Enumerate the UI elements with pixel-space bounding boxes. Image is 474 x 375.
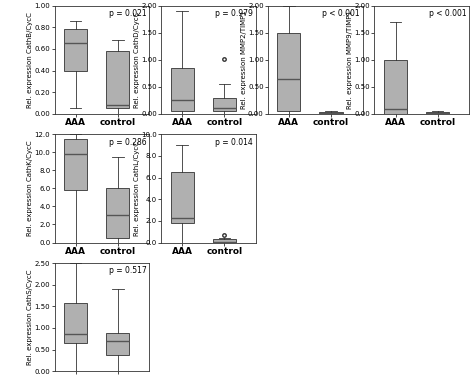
PathPatch shape — [213, 239, 236, 243]
PathPatch shape — [384, 60, 407, 114]
Y-axis label: Rel. expression MMP2/TIMP1: Rel. expression MMP2/TIMP1 — [240, 10, 246, 109]
Y-axis label: Rel. expression CathS/CycC: Rel. expression CathS/CycC — [27, 269, 33, 365]
Text: p = 0.517: p = 0.517 — [109, 266, 146, 275]
Text: p = 0.021: p = 0.021 — [109, 9, 146, 18]
PathPatch shape — [171, 172, 194, 223]
PathPatch shape — [64, 303, 87, 343]
PathPatch shape — [213, 98, 236, 111]
PathPatch shape — [106, 333, 129, 355]
PathPatch shape — [171, 68, 194, 111]
PathPatch shape — [64, 139, 87, 190]
PathPatch shape — [64, 29, 87, 70]
PathPatch shape — [277, 33, 301, 111]
PathPatch shape — [106, 51, 129, 108]
PathPatch shape — [106, 188, 129, 238]
Text: p < 0.001: p < 0.001 — [322, 9, 360, 18]
Text: p = 0.286: p = 0.286 — [109, 138, 146, 147]
PathPatch shape — [426, 112, 449, 114]
Text: p = 0.014: p = 0.014 — [215, 138, 253, 147]
Y-axis label: Rel. expression CathK/CycC: Rel. expression CathK/CycC — [27, 141, 33, 236]
Text: p < 0.001: p < 0.001 — [429, 9, 466, 18]
Text: p = 0.979: p = 0.979 — [215, 9, 253, 18]
Y-axis label: Rel. expression CathL/CycC: Rel. expression CathL/CycC — [134, 141, 140, 236]
Y-axis label: Rel. expression CathD/CycC: Rel. expression CathD/CycC — [134, 12, 140, 108]
PathPatch shape — [319, 112, 343, 114]
Y-axis label: Rel. expression MMP9/TIMP1: Rel. expression MMP9/TIMP1 — [347, 10, 353, 109]
Y-axis label: Rel. expression CathB/CycC: Rel. expression CathB/CycC — [27, 12, 33, 108]
